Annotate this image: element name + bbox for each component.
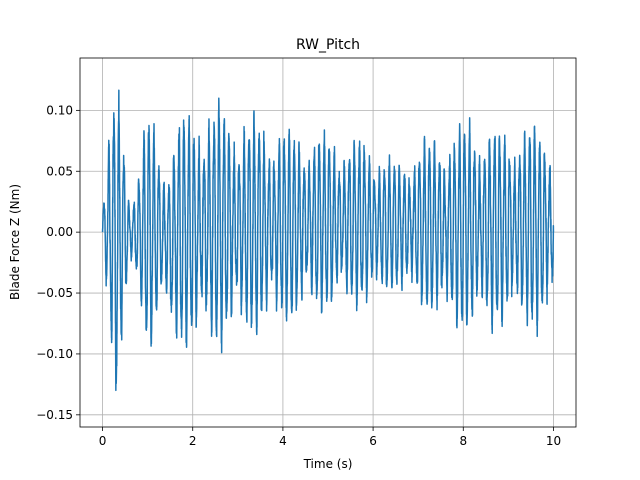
y-tick-label: −0.15 [36,408,73,422]
x-tick-label: 8 [459,434,467,448]
x-tick-label: 2 [189,434,197,448]
plot-frame [79,57,577,428]
x-axis-label: Time (s) [303,457,353,471]
y-tick-label: −0.05 [36,286,73,300]
series-layer [101,89,555,392]
x-tick-label: 0 [99,434,107,448]
x-tick-label: 10 [546,434,561,448]
y-tick-label: 0.05 [46,164,73,178]
series-line [101,89,555,392]
y-tick-label: −0.10 [36,347,73,361]
chart-title: RW_Pitch [296,37,360,53]
y-tick-label: 0.00 [46,225,73,239]
y-axis-label: Blade Force Z (Nm) [8,184,22,300]
x-axis-ticks: 0 2 4 6 8 10 [99,427,561,448]
x-tick-label: 4 [279,434,287,448]
y-axis-ticks: −0.15 −0.10 −0.05 0.00 0.05 0.10 [36,103,80,422]
x-tick-label: 6 [369,434,377,448]
y-tick-label: 0.10 [46,103,73,117]
